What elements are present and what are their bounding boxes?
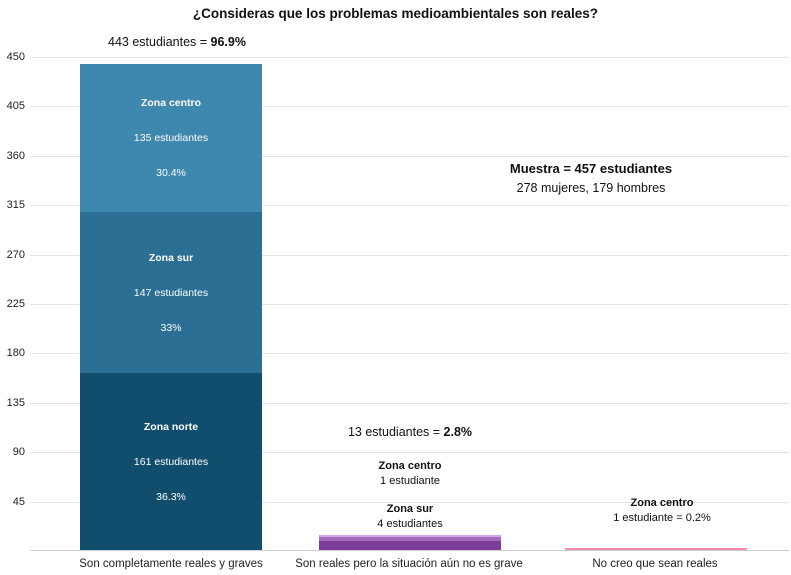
segment-label-name: Zona centro [140,96,202,109]
y-axis-tick-label: 90 [12,446,25,459]
bar1-total-text: 443 estudiantes = [108,35,211,49]
bar3-centro-annotation: Zona centro 1 estudiante = 0.2% [613,497,711,524]
y-axis-tick-label: 180 [6,347,25,360]
gridline [30,353,789,355]
gridline [30,106,789,108]
bar3-centro-value: 1 estudiante = 0.2% [613,512,711,524]
chart-title: ¿Consideras que los problemas medioambie… [192,6,599,21]
segment-label-students: 161 estudiantes [133,455,209,468]
bar2-sur-name: Zona sur [386,503,434,515]
segment-label-pct: 36.3% [156,490,186,503]
x-axis-label-category-1: Son completamente reales y graves [79,558,263,570]
y-axis-tick-label: 270 [6,248,25,261]
x-axis-label-category-2: Son reales pero la situación aún no es g… [295,558,523,570]
gridline [30,254,789,256]
gridline [30,57,789,58]
gridline [30,402,789,404]
y-axis-tick-label: 405 [6,100,25,113]
segment-label-pct: 33% [160,321,182,334]
bar2-sur-value: 4 estudiantes [377,518,443,530]
bar-segment-zona-centro: Zona centro 135 estudiantes 30.4% [80,63,262,212]
y-axis-tick-label: 45 [12,495,25,508]
gridline [30,304,789,305]
y-axis-tick-label: 450 [6,51,25,63]
sample-annotation: Muestra = 457 estudiantes 278 mujeres, 1… [510,161,672,195]
bar2-centro-annotation: Zona centro 1 estudiante [379,460,442,487]
segment-label-group: Zona sur 147 estudiantes 33% [80,212,262,373]
bar2-total-pct: 2.8% [443,425,473,439]
y-axis-tick-label: 315 [6,199,25,212]
gridline [30,501,789,503]
bar-segment-zona-centro [565,548,747,550]
sample-total: Muestra = 457 estudiantes [509,161,673,176]
segment-label-name: Zona sur [148,251,194,264]
sample-breakdown: 278 mujeres, 179 hombres [516,181,666,195]
segment-label-students: 147 estudiantes [133,286,209,299]
bar1-total-pct: 96.9% [210,35,246,49]
bar3-centro-name: Zona centro [630,497,694,509]
segment-label-pct: 30.4% [156,166,186,179]
segment-label-students: 135 estudiantes [133,131,209,144]
segment-label-group: Zona norte 161 estudiantes 36.3% [80,373,262,550]
segment-label-group: Zona centro 135 estudiantes 30.4% [80,64,262,212]
bar-segment-zona-sur: Zona sur 147 estudiantes 33% [80,211,262,374]
plot-area: Zona norte 161 estudiantes 36.3% Zona sur 14… [30,57,789,551]
gridline [30,155,789,157]
y-axis-tick-label: 225 [6,298,25,310]
gridline [30,452,789,454]
y-axis-tick-label: 135 [6,396,25,409]
bar2-total-annotation: 13 estudiantes = 2.8% [348,425,472,439]
bar2-centro-name: Zona centro [378,460,442,472]
bar2-total-text: 13 estudiantes = [347,425,444,439]
bar-segment-zona-centro [319,535,501,537]
bar-segment-zona-sur [319,536,501,542]
bar2-sur-annotation: Zona sur 4 estudiantes [377,503,442,530]
x-axis-label-category-3: No creo que sean reales [592,558,718,570]
bar2-centro-value: 1 estudiante [380,475,440,487]
gridline [30,205,789,207]
y-axis-tick-label: 360 [6,149,25,162]
bar1-total-annotation: 443 estudiantes = 96.9% [108,35,246,49]
bar-segment-zona-norte: Zona norte 161 estudiantes 36.3% [80,373,262,550]
segment-label-name: Zona norte [143,420,199,433]
bar-segment-zona-norte [319,541,501,550]
